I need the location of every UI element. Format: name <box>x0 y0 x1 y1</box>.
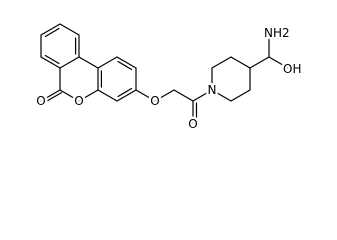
atom-label: N <box>208 83 217 97</box>
bond <box>211 89 232 102</box>
atom-label: O <box>74 94 83 108</box>
bond <box>97 56 118 69</box>
bonds <box>40 23 289 124</box>
bond <box>116 89 137 102</box>
molecule-diagram: O O O O N NH2 OH <box>34 23 304 134</box>
bond <box>78 89 99 102</box>
bond <box>40 89 61 102</box>
bond <box>59 56 80 69</box>
bond-inner <box>117 60 133 71</box>
atom-label: O <box>188 117 197 131</box>
atom-label: O <box>150 94 159 108</box>
bond <box>192 89 213 102</box>
bond-inner <box>44 54 60 65</box>
atom-label: O <box>36 94 45 108</box>
bond <box>211 56 232 69</box>
atom-labels: O O O O N NH2 OH <box>34 24 304 134</box>
structure: O O O O N NH2 OH <box>34 23 304 134</box>
bond <box>135 89 156 102</box>
bond <box>268 56 289 69</box>
bond <box>59 89 80 102</box>
bond <box>249 56 270 69</box>
bond-double <box>41 91 63 105</box>
bond <box>154 89 175 102</box>
atom-label: NH2 <box>264 26 290 40</box>
bond <box>40 56 61 69</box>
bond <box>40 23 61 36</box>
bond <box>59 23 80 36</box>
bond <box>78 56 99 69</box>
bond <box>173 89 194 102</box>
bond <box>230 89 251 102</box>
bond <box>230 56 251 69</box>
bond <box>97 89 118 102</box>
bond-inner <box>117 87 133 98</box>
bond-inner <box>44 27 60 38</box>
bond <box>116 56 137 69</box>
atom-label: OH <box>283 62 301 76</box>
